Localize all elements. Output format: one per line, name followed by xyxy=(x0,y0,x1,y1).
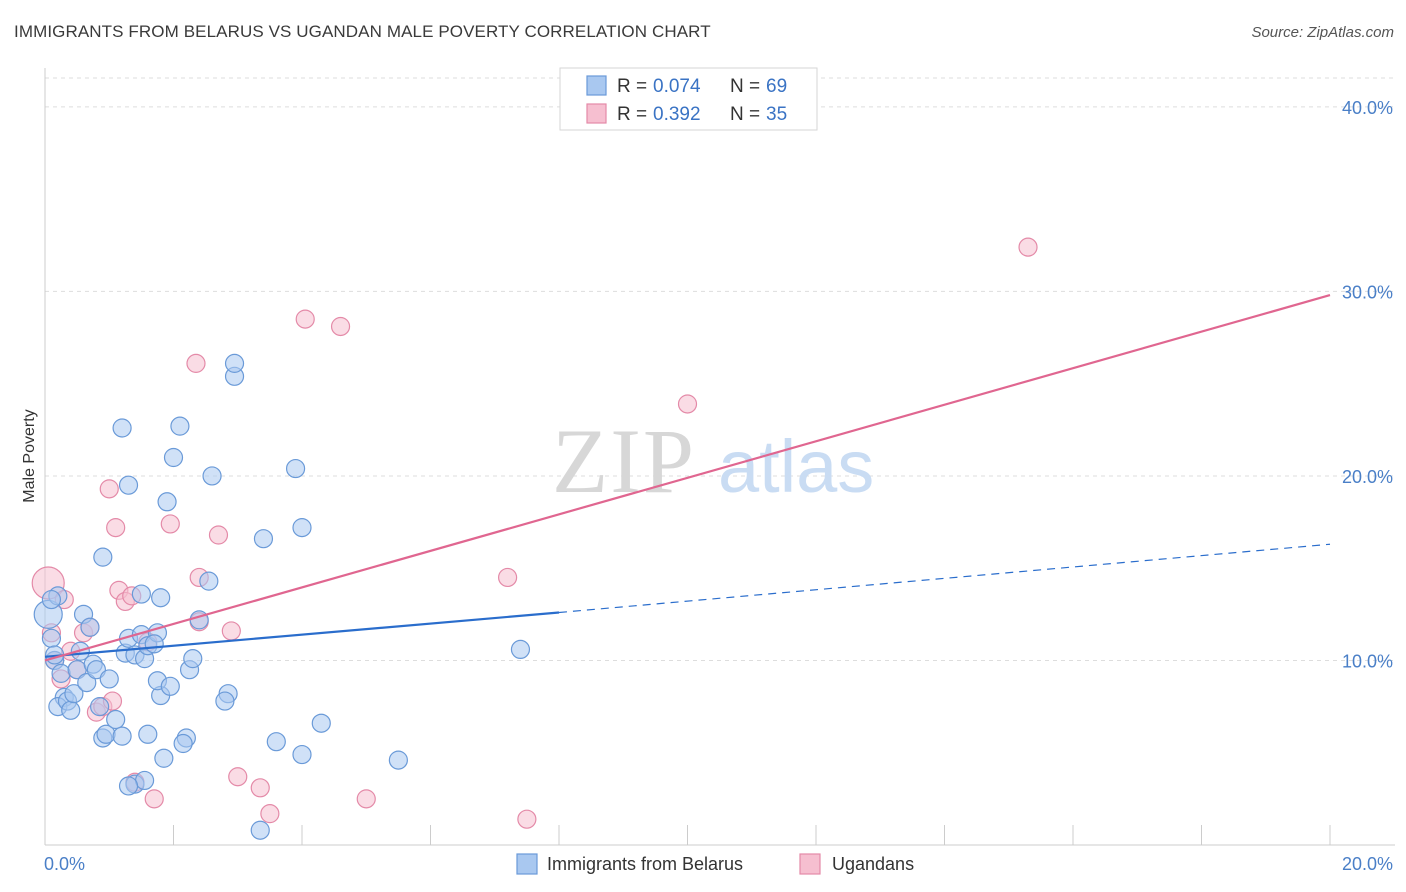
belarus-point-9 xyxy=(64,684,84,704)
chart-title: IMMIGRANTS FROM BELARUS VS UGANDAN MALE … xyxy=(14,22,711,41)
belarus-point-62 xyxy=(292,744,312,765)
ugandans-point-31 xyxy=(356,789,376,809)
ugandans-point-32 xyxy=(498,567,518,588)
ugandans-point-29 xyxy=(295,309,315,329)
belarus-point-32 xyxy=(138,724,158,744)
belarus-point-22 xyxy=(93,547,113,567)
belarus-point-39 xyxy=(144,634,164,654)
belarus-point-51 xyxy=(199,571,219,591)
belarus-point-35 xyxy=(134,770,155,791)
belarus-point-4 xyxy=(51,663,71,683)
legend-r-label-pink: R = xyxy=(617,104,647,125)
trend-lines xyxy=(44,294,1331,662)
ugandans-point-26 xyxy=(228,767,248,787)
x-tick-label-1: 20.0% xyxy=(1342,854,1393,874)
belarus-point-36 xyxy=(151,588,171,608)
y-tick-label-3: 40.0% xyxy=(1342,98,1393,118)
ugandans-point-33 xyxy=(517,809,537,829)
legend-r-value-pink: 0.392 xyxy=(653,104,701,125)
ugandans-point-34 xyxy=(677,394,698,414)
belarus-point-56 xyxy=(215,691,235,711)
belarus-point-42 xyxy=(154,748,174,768)
legend-swatch-pink xyxy=(586,103,607,124)
legend-n-label-pink: N = xyxy=(730,104,760,125)
ugandans-point-19 xyxy=(144,789,164,809)
belarus-trend-line xyxy=(44,611,560,658)
y-tick-label-2: 30.0% xyxy=(1342,282,1393,302)
bottom-legend-swatch-blue xyxy=(516,853,538,875)
belarus-point-44 xyxy=(163,447,184,468)
grid-lines xyxy=(45,77,1395,661)
x-tick-label-0: 0.0% xyxy=(44,854,85,874)
belarus-point-66 xyxy=(41,589,62,610)
legend-n-value-pink: 35 xyxy=(766,104,787,125)
belarus-point-50 xyxy=(189,610,209,630)
legend-bottom: Immigrants from Belarus Ugandans xyxy=(516,853,914,875)
ugandans-point-27 xyxy=(250,778,270,798)
bottom-legend-label-blue: Immigrants from Belarus xyxy=(547,854,743,874)
belarus-point-29 xyxy=(112,418,132,438)
belarus-point-63 xyxy=(311,713,331,733)
belarus-point-64 xyxy=(388,750,408,770)
watermark-atlas: atlas xyxy=(718,425,874,508)
y-tick-label-0: 10.0% xyxy=(1342,651,1393,671)
belarus-point-37 xyxy=(157,492,177,512)
tick-labels: 10.0% 20.0% 30.0% 40.0% 0.0% 20.0% xyxy=(44,98,1393,874)
belarus-point-8 xyxy=(61,700,81,720)
y-tick-label-1: 20.0% xyxy=(1342,467,1393,487)
ugandans-point-25 xyxy=(221,621,241,641)
bottom-legend-swatch-pink xyxy=(799,853,821,875)
belarus-point-65 xyxy=(510,639,531,660)
belarus-point-20 xyxy=(99,669,119,689)
belarus-point-49 xyxy=(183,649,203,669)
belarus-point-45 xyxy=(170,416,190,436)
legend-r-label-blue: R = xyxy=(617,76,647,97)
belarus-point-13 xyxy=(80,617,100,637)
belarus-point-68 xyxy=(118,776,139,796)
belarus-point-61 xyxy=(292,518,312,538)
data-points xyxy=(31,237,1038,840)
belarus-point-57 xyxy=(253,529,274,549)
ugandans-point-21 xyxy=(186,353,206,373)
ugandans-point-13 xyxy=(106,518,126,538)
belarus-point-17 xyxy=(90,697,110,717)
y-axis-label: Male Poverty xyxy=(21,409,38,502)
belarus-point-58 xyxy=(266,732,286,752)
ugandans-trend-line xyxy=(44,294,1331,662)
belarus-point-14 xyxy=(77,673,97,693)
belarus-point-1 xyxy=(41,628,62,648)
belarus-trend-line-extension xyxy=(558,543,1331,614)
bottom-legend-label-pink: Ugandans xyxy=(832,854,914,874)
belarus-point-33 xyxy=(112,726,132,746)
belarus-point-30 xyxy=(118,475,139,495)
ugandans-point-28 xyxy=(260,804,280,824)
legend-swatch-blue xyxy=(586,75,607,96)
axes xyxy=(44,68,1395,846)
watermark: ZIP atlas xyxy=(552,410,874,512)
legend-top: R = 0.074 N = 69 R = 0.392 N = 35 xyxy=(559,67,818,131)
legend-n-label-blue: N = xyxy=(730,76,760,97)
ugandans-point-30 xyxy=(330,316,351,337)
chart-source: Source: ZipAtlas.com xyxy=(1251,24,1394,41)
legend-r-value-blue: 0.074 xyxy=(653,76,701,97)
belarus-point-59 xyxy=(250,820,270,840)
belarus-point-43 xyxy=(160,676,180,696)
belarus-point-47 xyxy=(173,733,193,754)
belarus-point-31 xyxy=(131,584,151,604)
ugandans-point-24 xyxy=(208,525,229,545)
belarus-point-60 xyxy=(285,458,306,479)
ugandans-point-11 xyxy=(99,479,119,499)
ugandans-point-20 xyxy=(160,514,180,534)
belarus-point-54 xyxy=(224,353,245,373)
legend-n-value-blue: 69 xyxy=(766,76,787,97)
belarus-point-52 xyxy=(202,466,222,486)
ugandans-outlier-point-0 xyxy=(1018,237,1038,257)
belarus-point-21 xyxy=(106,709,126,730)
